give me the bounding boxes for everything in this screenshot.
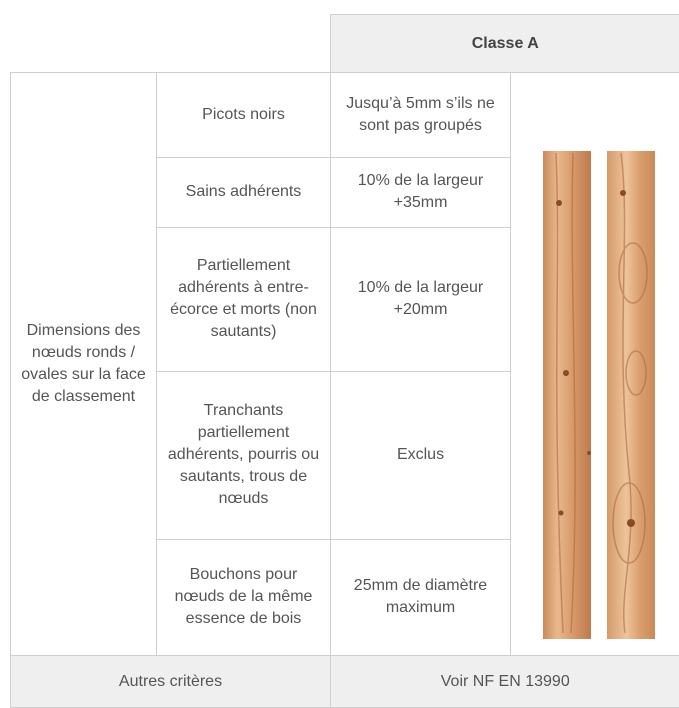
plank — [543, 151, 591, 639]
wood-image — [511, 73, 679, 648]
criterion: Sains adhérents — [157, 157, 331, 227]
value: 10% de la largeur +20mm — [331, 227, 511, 371]
criterion: Tranchants partiellement adhérents, pour… — [157, 372, 331, 540]
criterion: Picots noirs — [157, 73, 331, 158]
value: 10% de la largeur +35mm — [331, 157, 511, 227]
value: Jusqu’à 5mm s’ils ne sont pas groupés — [331, 73, 511, 158]
class-header: Classe A — [331, 15, 679, 73]
group-label: Dimensions des nœuds ronds / ovales sur … — [11, 73, 157, 656]
empty-corner — [11, 15, 331, 73]
plank — [607, 151, 655, 639]
wood-samples — [511, 73, 679, 656]
criterion: Bouchons pour nœuds de la même essence d… — [157, 539, 331, 655]
footer-label: Autres critères — [11, 656, 331, 708]
value: Exclus — [331, 372, 511, 540]
grading-table: Classe A Dimensions des nœuds ronds / ov… — [10, 14, 679, 708]
value: 25mm de diamètre maximum — [331, 539, 511, 655]
criterion: Partiellement adhérents à entre-écorce e… — [157, 227, 331, 371]
footer-value: Voir NF EN 13990 — [331, 656, 679, 708]
